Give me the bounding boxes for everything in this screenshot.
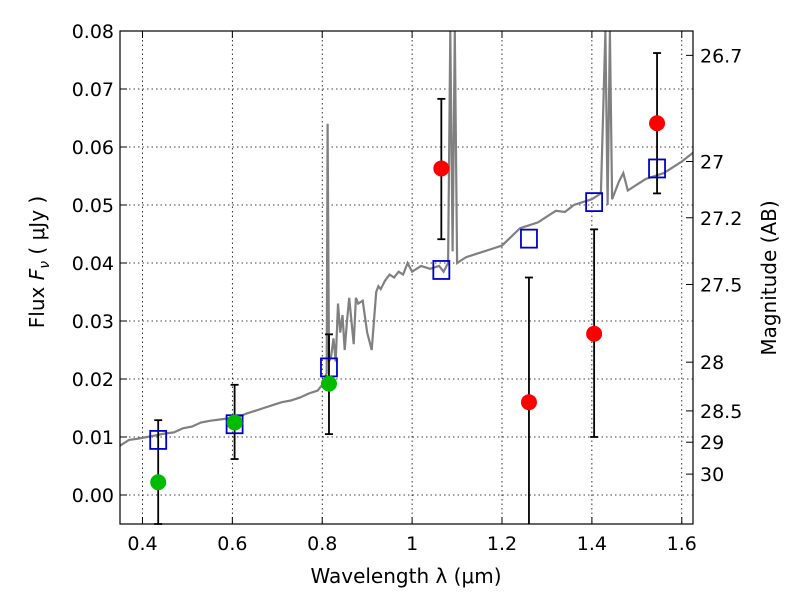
model-photometry-square [520, 228, 538, 249]
x-tick-label: 0.4 [127, 533, 157, 555]
model-photometry-square [432, 260, 451, 280]
x-tick-label: 1 [406, 533, 418, 555]
y-tick-label: 0.01 [72, 427, 114, 449]
y2-tick-label: 29 [700, 432, 724, 454]
y2-tick-label: 26.7 [700, 45, 742, 67]
observed-flux-point [320, 375, 337, 392]
model-photometry-square [149, 429, 168, 450]
x-tick-label: 1.6 [667, 533, 697, 555]
y-axis-title-prefix: Flux [25, 280, 49, 328]
observed-flux-point [433, 160, 450, 177]
model-photometry-square [648, 158, 666, 179]
observed-flux-point [520, 394, 537, 411]
x-tick-label: 0.6 [217, 533, 247, 555]
y-tick-label: 0.03 [72, 311, 114, 333]
y-tick-label: 0.02 [72, 369, 114, 391]
x-tick-label: 1.2 [487, 533, 517, 555]
observed-flux-point [586, 325, 603, 342]
right-axis-title: Magnitude (AB) [757, 200, 781, 355]
observed-flux-point [226, 414, 243, 431]
y-tick-label: 0.00 [72, 485, 114, 507]
model-spectrum-line [119, 30, 694, 447]
x-tick-label: 1.4 [577, 533, 607, 555]
y-axis-title-symbol: F [25, 268, 49, 280]
y2-tick-label: 27 [700, 152, 724, 174]
y2-tick-label: 28.5 [700, 401, 742, 423]
x-tick-label: 0.8 [307, 533, 337, 555]
y-tick-label: 0.06 [72, 137, 114, 159]
y2-tick-label: 27.2 [700, 208, 742, 230]
y-tick-label: 0.05 [72, 195, 114, 217]
y-axis-title: Flux Fν ( μJy ) [25, 196, 53, 328]
y-tick-label: 0.04 [72, 253, 114, 275]
model-photometry-square [585, 192, 604, 213]
right-magnitude-axis-ticks: 26.7 27 27.2 27.5 28 28.5 29 30 [686, 45, 742, 486]
data-markers [149, 115, 666, 491]
y2-tick-label: 30 [700, 464, 724, 486]
y-tick-label: 0.08 [72, 21, 114, 43]
model-spectrum [119, 30, 694, 447]
y-axis-ticks: 0.00 0.01 0.02 0.03 0.04 0.05 0.06 0.07 0.08 [72, 21, 127, 507]
observed-flux-point [150, 474, 167, 491]
y-axis-title-suffix: ( μJy ) [25, 196, 49, 261]
x-axis-ticks: 0.4 0.6 0.8 1 1.2 1.4 1.6 [127, 31, 697, 555]
y-tick-label: 0.07 [72, 79, 114, 101]
y-axis-title-subscript: ν [37, 261, 53, 269]
y2-tick-label: 27.5 [700, 274, 742, 296]
error-bars [154, 52, 662, 525]
plot-frame [119, 30, 694, 525]
y2-tick-label: 28 [700, 352, 724, 374]
observed-flux-point [649, 115, 666, 132]
x-axis-title: Wavelength λ (μm) [310, 564, 501, 588]
